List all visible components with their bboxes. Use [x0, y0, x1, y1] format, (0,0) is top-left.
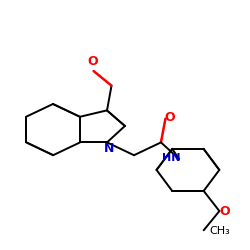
- Text: N: N: [104, 142, 115, 155]
- Text: O: O: [87, 55, 98, 68]
- Text: O: O: [165, 111, 175, 124]
- Text: HN: HN: [162, 153, 180, 163]
- Text: O: O: [220, 206, 230, 218]
- Text: CH₃: CH₃: [209, 226, 230, 236]
